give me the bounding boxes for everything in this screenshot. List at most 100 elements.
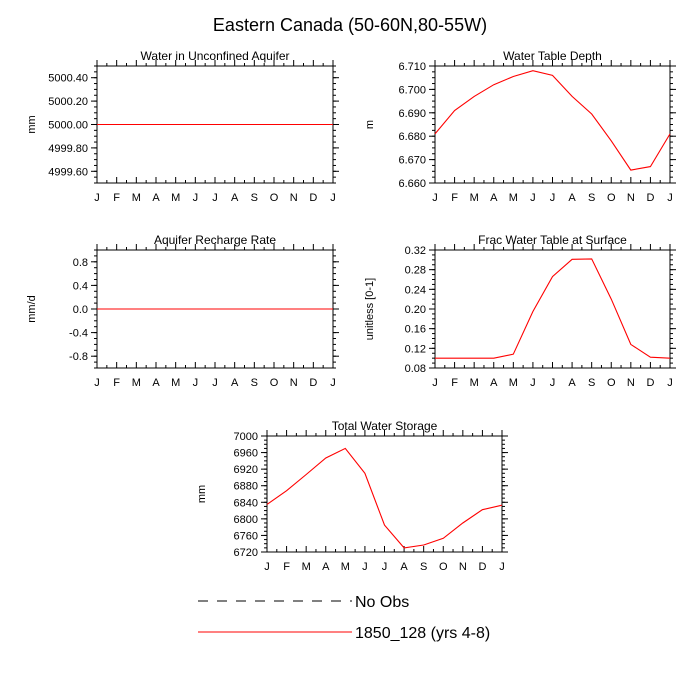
x-tick-label: M	[132, 377, 141, 389]
x-tick-label: J	[432, 192, 438, 204]
y-axis-label: mm	[196, 485, 208, 503]
y-tick-label: 0.08	[405, 363, 426, 375]
y-tick-label: 0.16	[405, 324, 426, 336]
x-tick-label: M	[302, 561, 311, 573]
plot-frame	[266, 435, 503, 553]
x-tick-label: M	[470, 377, 479, 389]
x-tick-label: D	[309, 377, 317, 389]
x-tick-label: A	[322, 561, 330, 573]
y-tick-label: 6880	[234, 481, 258, 493]
legend: No Obs 1850_128 (yrs 4-8)	[198, 594, 490, 642]
x-tick-label: O	[607, 192, 616, 204]
y-tick-label: 6.670	[398, 155, 426, 167]
x-tick-label: A	[490, 377, 498, 389]
y-tick-label: 6800	[234, 514, 258, 526]
x-tick-label: J	[94, 192, 100, 204]
panel-title: Total Water Storage	[332, 419, 438, 433]
x-tick-label: O	[607, 377, 616, 389]
y-tick-label: 0.24	[405, 284, 426, 296]
y-tick-label: 5000.40	[48, 73, 88, 85]
x-tick-label: N	[627, 192, 635, 204]
panel-frac-water-table-surface: Frac Water Table at Surface unitless [0-1…	[364, 233, 676, 389]
x-tick-label: M	[341, 561, 350, 573]
x-tick-label: A	[568, 192, 576, 204]
panel-title: Aquifer Recharge Rate	[154, 233, 276, 247]
x-tick-label: F	[283, 561, 290, 573]
plot-frame	[434, 249, 671, 369]
x-tick-label: J	[193, 192, 199, 204]
y-axis-label: unitless [0-1]	[364, 278, 376, 340]
x-tick-label: O	[439, 561, 448, 573]
y-axis-label: mm	[26, 115, 38, 133]
x-tick-label: M	[171, 377, 180, 389]
x-tick-label: J	[330, 377, 336, 389]
y-tick-label: 4999.60	[48, 166, 88, 178]
series-line	[266, 447, 503, 549]
panel-title: Water Table Depth	[503, 49, 602, 63]
y-tick-label: 6.660	[398, 178, 426, 190]
x-tick-label: J	[667, 192, 673, 204]
y-tick-label: 4999.80	[48, 143, 88, 155]
y-tick-label: 0.12	[405, 343, 426, 355]
x-tick-label: F	[451, 192, 458, 204]
x-tick-label: M	[509, 377, 518, 389]
x-tick-label: S	[588, 377, 595, 389]
y-tick-label: 0.20	[405, 304, 426, 316]
x-tick-label: J	[550, 377, 556, 389]
x-tick-label: F	[113, 192, 120, 204]
x-tick-label: M	[171, 192, 180, 204]
x-tick-label: S	[251, 192, 258, 204]
x-tick-label: A	[152, 377, 160, 389]
x-tick-label: M	[509, 192, 518, 204]
x-tick-label: D	[646, 377, 654, 389]
x-tick-label: A	[400, 561, 408, 573]
x-tick-label: F	[451, 377, 458, 389]
x-tick-label: S	[251, 377, 258, 389]
x-tick-label: A	[490, 192, 498, 204]
x-tick-label: J	[94, 377, 100, 389]
x-tick-label: N	[459, 561, 467, 573]
x-tick-label: O	[270, 377, 279, 389]
x-tick-label: M	[470, 192, 479, 204]
y-tick-label: 0.32	[405, 245, 426, 257]
y-tick-label: 6.700	[398, 84, 426, 96]
panel-title: Water in Unconfined Aquifer	[141, 49, 290, 63]
y-tick-label: 6.680	[398, 131, 426, 143]
figure-title: Eastern Canada (50-60N,80-55W)	[213, 15, 487, 35]
x-tick-label: J	[362, 561, 368, 573]
y-tick-label: 5000.20	[48, 96, 88, 108]
x-tick-label: D	[646, 192, 654, 204]
x-tick-label: J	[212, 192, 218, 204]
x-tick-label: J	[330, 192, 336, 204]
y-tick-label: 6760	[234, 530, 258, 542]
x-tick-label: J	[667, 377, 673, 389]
x-tick-label: N	[627, 377, 635, 389]
y-tick-label: 6720	[234, 547, 258, 559]
y-tick-label: 0.0	[73, 304, 88, 316]
y-tick-label: 6.710	[398, 61, 426, 73]
x-tick-label: O	[270, 192, 279, 204]
x-tick-label: A	[231, 377, 239, 389]
series-line	[435, 258, 671, 359]
y-tick-label: 6960	[234, 448, 258, 460]
x-tick-label: N	[290, 377, 298, 389]
y-axis-label: m	[364, 120, 376, 129]
x-tick-label: J	[530, 192, 536, 204]
y-tick-label: 6840	[234, 497, 258, 509]
x-tick-label: D	[478, 561, 486, 573]
x-tick-label: J	[212, 377, 218, 389]
x-tick-label: N	[290, 192, 298, 204]
x-tick-label: J	[432, 377, 438, 389]
legend-label-series: 1850_128 (yrs 4-8)	[355, 625, 490, 642]
x-tick-label: J	[550, 192, 556, 204]
legend-label-no-obs: No Obs	[355, 594, 409, 611]
x-tick-label: J	[382, 561, 388, 573]
y-tick-label: 6.690	[398, 108, 426, 120]
y-tick-label: 7000	[234, 431, 258, 443]
y-tick-label: -0.4	[69, 328, 88, 340]
y-tick-label: 0.8	[73, 257, 88, 269]
